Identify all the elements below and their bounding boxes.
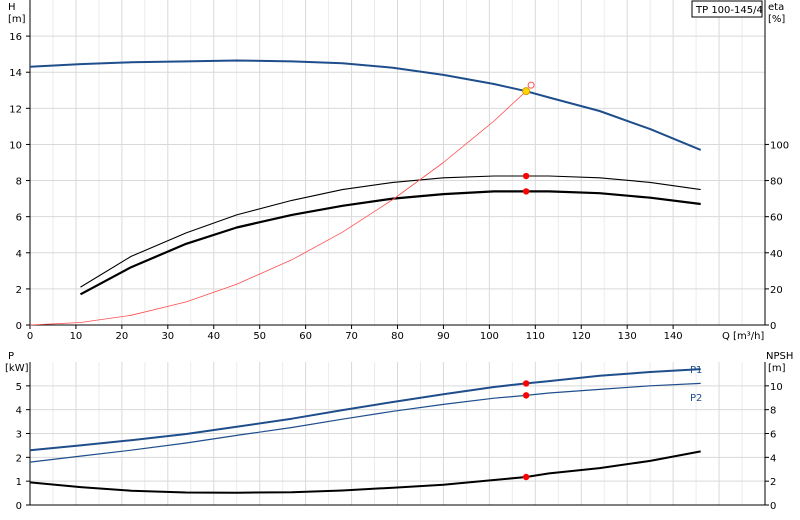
p-tick-label: 3 [16, 430, 22, 441]
npsh-tick-label: 10 [770, 382, 783, 393]
x-tick-label: 120 [572, 331, 591, 342]
curve-system [29, 90, 527, 326]
y-left-tick-label: 0 [16, 321, 22, 332]
p-tick-label: 0 [16, 501, 22, 512]
pump-label-frame [691, 0, 763, 18]
curve-p2 [29, 382, 701, 463]
duty-point-dot [522, 380, 530, 387]
p-tick-label: 5 [16, 382, 22, 393]
x-axis-title: Q [m³/h] [722, 331, 764, 342]
y-left-tick-label: 2 [16, 285, 22, 296]
duty-point-dot [522, 473, 530, 481]
npsh-tick-label: 4 [770, 453, 776, 464]
series-label-p1: P1 [690, 365, 702, 376]
y-right-tick-label: 40 [770, 249, 783, 260]
y-left-tick-label: 4 [16, 249, 22, 260]
top-left-axis-title-line2: [m] [8, 14, 26, 25]
x-tick-label: 80 [391, 331, 404, 342]
curve-head [29, 59, 702, 151]
x-tick-label: 130 [618, 331, 637, 342]
x-tick-label: 40 [207, 331, 220, 342]
y-left-tick-label: 12 [9, 104, 22, 115]
series-label-p2: P2 [690, 393, 702, 404]
curve-eta-thick [79, 190, 701, 296]
x-tick-label: 60 [299, 331, 312, 342]
x-tick-label: 70 [345, 331, 358, 342]
curve-p1 [29, 368, 701, 452]
pump-label-text: TP 100-145/4 [695, 5, 763, 16]
duty-point-marker [522, 87, 531, 96]
y-right-tick-label: 100 [770, 140, 789, 151]
x-tick-label: 50 [253, 331, 266, 342]
y-right-tick-label: 20 [770, 285, 783, 296]
bottom-chart-series [29, 368, 701, 494]
curve-npsh [29, 450, 701, 494]
p-tick-label: 1 [16, 477, 22, 488]
curve-eta-thin [80, 175, 701, 288]
x-tick-label: 100 [480, 331, 499, 342]
y-left-tick-label: 16 [9, 32, 22, 43]
x-tick-label: 10 [70, 331, 83, 342]
p-tick-label: 4 [16, 406, 22, 417]
duty-point-dot [522, 392, 530, 399]
top-chart-series [29, 59, 702, 326]
bottom-left-axis-title-line2: [kW] [5, 363, 29, 374]
x-tick-label: 90 [437, 331, 450, 342]
x-tick-label: 0 [27, 331, 33, 342]
bottom-chart-ticks: 0 1 2 3 4 5 0 2 4 6 8 10 [16, 382, 783, 512]
top-right-axis-title-line1: eta [768, 2, 784, 13]
y-right-tick-label: 60 [770, 213, 783, 224]
bottom-right-axis-title-line2: [m] [768, 363, 786, 374]
duty-point-dot [522, 172, 530, 180]
y-left-tick-label: 6 [16, 213, 22, 224]
top-chart-grid [30, 0, 765, 325]
npsh-tick-label: 0 [770, 501, 776, 512]
top-right-axis-title-line2: [%] [768, 14, 785, 25]
y-left-tick-label: 10 [9, 140, 22, 151]
y-right-tick-label: 80 [770, 177, 783, 188]
x-tick-label: 110 [526, 331, 545, 342]
duty-points [522, 81, 535, 481]
y-right-tick-label: 0 [770, 321, 776, 332]
bottom-right-axis-title-line1: NPSH [766, 351, 793, 362]
pump-label-box: TP 100-145/4 [691, 0, 763, 18]
top-chart-ticks: 0 10 20 30 40 50 60 70 80 90 100 110 120 130 140024681… [9, 32, 789, 342]
y-left-tick-label: 14 [9, 68, 22, 79]
duty-point-ring [527, 81, 535, 89]
top-left-axis-title-line1: H [8, 2, 16, 13]
npsh-tick-label: 6 [770, 430, 776, 441]
x-tick-label: 20 [116, 331, 129, 342]
y-left-tick-label: 8 [16, 177, 22, 188]
duty-point-dot [522, 188, 530, 195]
x-tick-label: 30 [161, 331, 174, 342]
x-tick-label: 140 [664, 331, 683, 342]
npsh-tick-label: 2 [770, 477, 776, 488]
npsh-tick-label: 8 [770, 406, 776, 417]
p-tick-label: 2 [16, 453, 22, 464]
bottom-left-axis-title-line1: P [8, 351, 14, 362]
